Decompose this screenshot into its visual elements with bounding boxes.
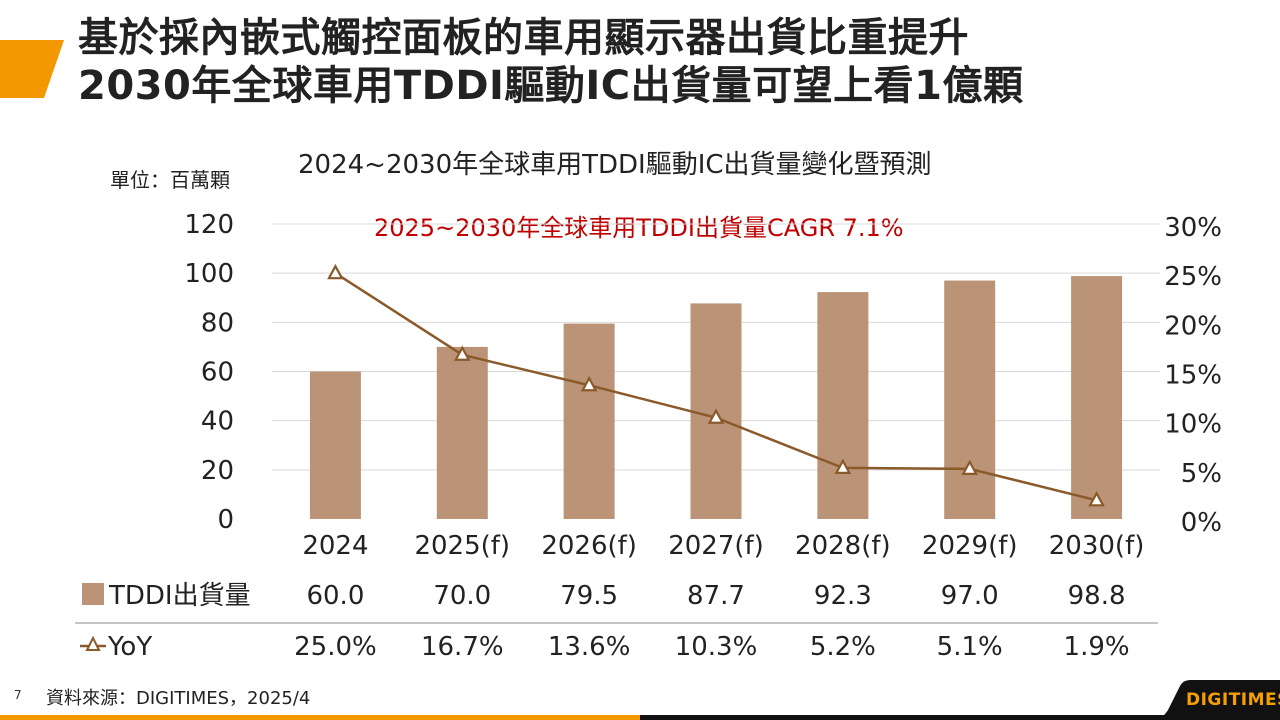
bar-2026(f): [563, 323, 615, 519]
category-label: 2025(f): [414, 531, 510, 561]
headline-line-1: 基於採內嵌式觸控面板的車用顯示器出貨比重提升: [78, 15, 969, 61]
table-value-yoy: 13.6%: [548, 632, 631, 662]
category-label: 2030(f): [1049, 531, 1145, 561]
legend-bar-swatch: [82, 583, 104, 605]
yoy-line-series: [327, 263, 1105, 507]
source-note: 資料來源：DIGITIMES，2025/4: [46, 688, 311, 709]
table-value-yoy: 5.2%: [810, 632, 876, 662]
left-tick-label: 80: [201, 308, 234, 338]
page-number: 7: [14, 688, 22, 702]
table-value-yoy: 16.7%: [421, 632, 504, 662]
table-value-tddi: 98.8: [1068, 581, 1126, 611]
footer-bar-black: [640, 715, 1280, 720]
right-tick-label: 0%: [1181, 508, 1222, 538]
bar-2028(f): [817, 292, 869, 519]
table-value-tddi: 79.5: [560, 581, 618, 611]
table-value-tddi: 70.0: [433, 581, 491, 611]
right-tick-label: 30%: [1164, 213, 1222, 243]
cagr-annotation: 2025~2030年全球車用TDDI出貨量CAGR 7.1%: [374, 214, 904, 242]
yoy-marker-2029(f): [961, 459, 979, 475]
category-label: 2028(f): [795, 531, 891, 561]
bar-2025(f): [436, 346, 488, 519]
legend-label-yoy: YoY: [107, 632, 152, 662]
right-tick-label: 20%: [1164, 311, 1222, 341]
left-tick-label: 0: [217, 505, 234, 535]
table-value-yoy: 5.1%: [937, 632, 1003, 662]
accent-parallelogram: [0, 40, 64, 98]
legend-label-tddi: TDDI出貨量: [108, 581, 251, 611]
yoy-marker-2028(f): [834, 458, 852, 474]
category-label: 2026(f): [541, 531, 637, 561]
left-tick-label: 20: [201, 456, 234, 486]
yoy-marker-2030(f): [1088, 491, 1105, 507]
bar-2024: [309, 371, 361, 519]
right-tick-label: 25%: [1164, 262, 1222, 292]
table-value-yoy: 1.9%: [1064, 632, 1130, 662]
bar-series: [309, 276, 1123, 519]
left-tick-label: 60: [201, 358, 234, 388]
legend-triangle-icon: [85, 635, 101, 651]
table-value-tddi: 87.7: [687, 581, 745, 611]
category-label: 2029(f): [922, 531, 1018, 561]
left-tick-label: 100: [184, 259, 234, 289]
yoy-marker-2024: [327, 263, 344, 280]
table-value-tddi: 60.0: [306, 581, 364, 611]
footer-bar-orange: [0, 715, 640, 720]
data-table: TDDI出貨量 YoY 60.0 70.0 79.5 87.7 92.3 97.0 98.8 25…: [75, 581, 1158, 662]
unit-label: 單位：百萬顆: [110, 168, 230, 192]
headline: 基於採內嵌式觸控面板的車用顯示器出貨比重提升 2030年全球車用TDDI驅動IC…: [78, 14, 1023, 110]
headline-line-2: 2030年全球車用TDDI驅動IC出貨量可望上看1億顆: [78, 63, 1024, 109]
left-tick-label: 40: [201, 407, 234, 437]
table-value-yoy: 25.0%: [294, 632, 377, 662]
yoy-marker-2026(f): [580, 375, 598, 392]
category-label: 2027(f): [668, 531, 764, 561]
chart-title: 2024~2030年全球車用TDDI驅動IC出貨量變化暨預測: [298, 150, 932, 180]
right-tick-label: 10%: [1164, 410, 1222, 440]
bar-2029(f): [944, 280, 996, 519]
digitimes-logo: DIGITIMES: [1186, 690, 1280, 710]
left-tick-label: 120: [184, 210, 234, 240]
table-value-tddi: 97.0: [941, 581, 999, 611]
right-tick-label: 15%: [1164, 361, 1222, 391]
category-label: 2024: [302, 531, 368, 561]
right-tick-label: 5%: [1181, 459, 1222, 489]
right-axis-ticks: 0% 5% 10% 15% 20% 25% 30%: [1164, 213, 1222, 538]
table-value-tddi: 92.3: [814, 581, 872, 611]
left-axis-ticks: 0 20 40 60 80 100 120: [184, 210, 234, 535]
bar-2030(f): [1071, 276, 1123, 519]
logo-tab: [1150, 680, 1280, 720]
table-value-yoy: 10.3%: [675, 632, 758, 662]
yoy-marker-2027(f): [707, 408, 725, 424]
yoy-marker-2025(f): [453, 345, 471, 361]
category-labels: 2024 2025(f) 2026(f) 2027(f) 2028(f) 2029(f) 2…: [302, 531, 1144, 561]
